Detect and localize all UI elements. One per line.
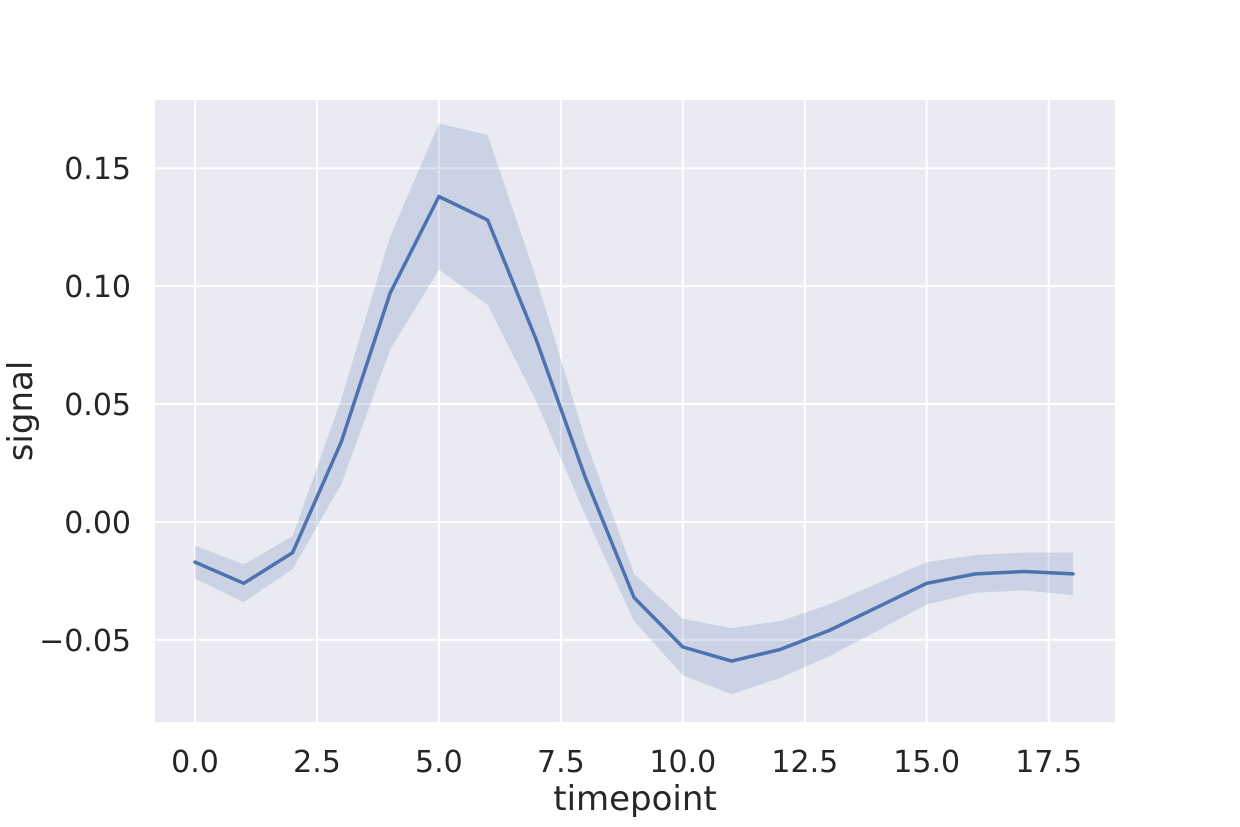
confidence-band [195,123,1073,695]
y-axis-title: signal [1,360,41,462]
plot-area [155,100,1115,722]
x-tick-label: 10.0 [649,745,716,780]
y-tick-label: 0.15 [64,152,131,187]
y-tick-label: 0.05 [64,388,131,423]
x-tick-label: 12.5 [771,745,838,780]
y-tick-label: 0.10 [64,270,131,305]
x-tick-label: 0.0 [171,745,219,780]
x-tick-label: 5.0 [415,745,463,780]
x-tick-label: 7.5 [537,745,585,780]
signal-line [193,194,1075,663]
x-axis-title: timepoint [553,779,717,819]
y-tick-label: −0.05 [39,624,131,659]
x-tick-label: 2.5 [293,745,341,780]
x-tick-label: 17.5 [1015,745,1082,780]
y-tick-label: 0.00 [64,506,131,541]
x-tick-label: 15.0 [893,745,960,780]
